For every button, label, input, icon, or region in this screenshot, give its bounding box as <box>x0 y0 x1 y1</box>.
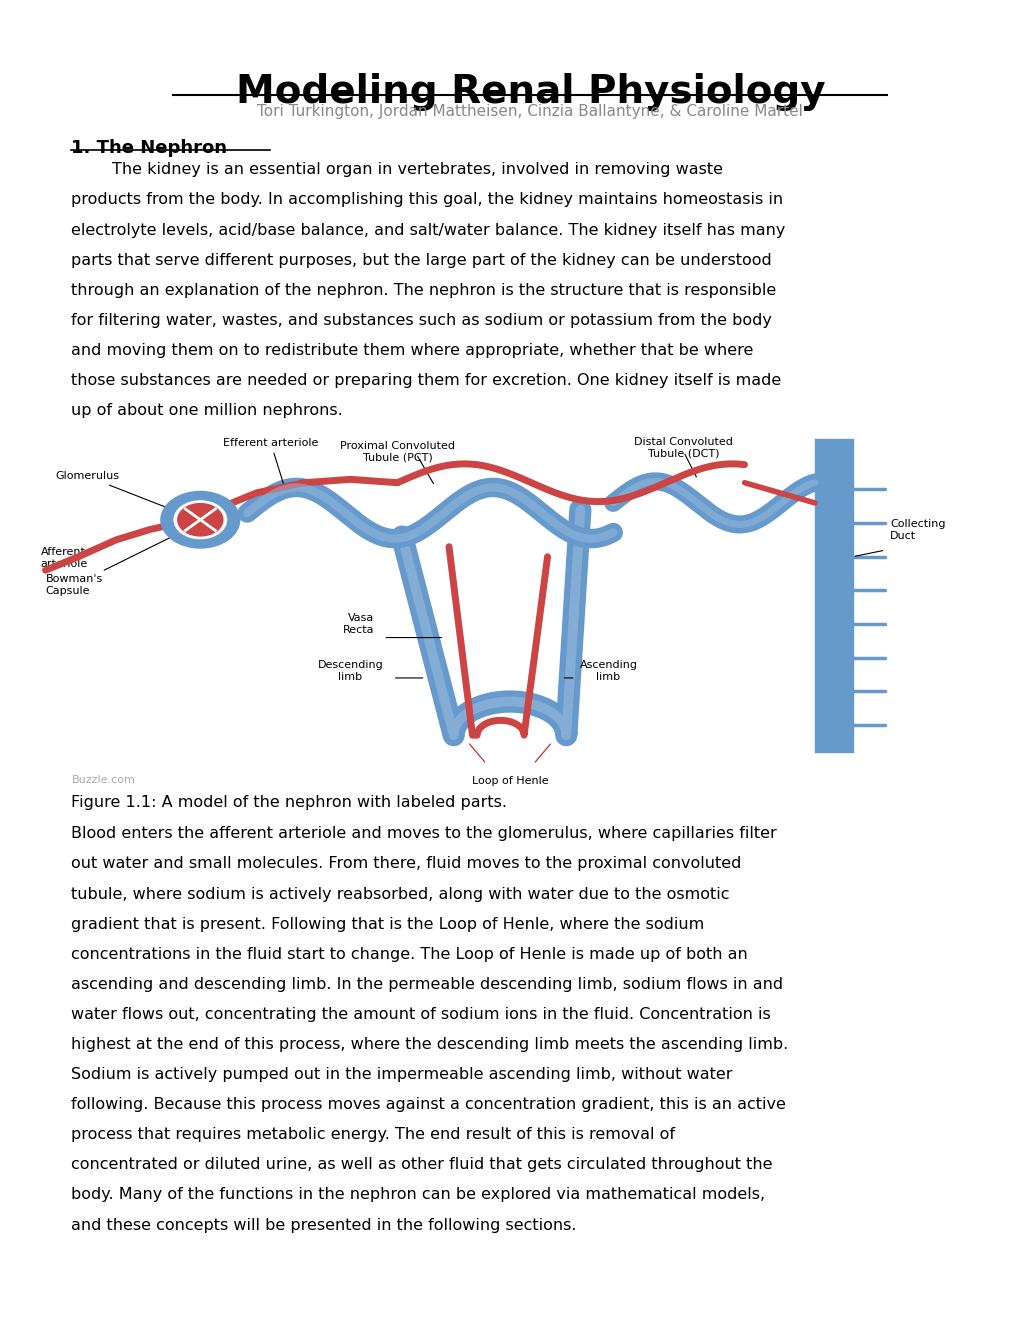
Circle shape <box>161 491 239 548</box>
Text: products from the body. In accomplishing this goal, the kidney maintains homeost: products from the body. In accomplishing… <box>71 193 783 207</box>
Circle shape <box>174 500 226 539</box>
Text: Bowman's
Capsule: Bowman's Capsule <box>46 537 169 595</box>
Text: concentrated or diluted urine, as well as other fluid that gets circulated throu: concentrated or diluted urine, as well a… <box>71 1158 772 1172</box>
Text: body. Many of the functions in the nephron can be explored via mathematical mode: body. Many of the functions in the nephr… <box>71 1188 765 1203</box>
Text: through an explanation of the nephron. The nephron is the structure that is resp: through an explanation of the nephron. T… <box>71 282 775 298</box>
Text: 1. The Nephron: 1. The Nephron <box>71 139 227 157</box>
Text: those substances are needed or preparing them for excretion. One kidney itself i: those substances are needed or preparing… <box>71 374 781 388</box>
Text: Blood enters the afferent arteriole and moves to the glomerulus, where capillari: Blood enters the afferent arteriole and … <box>71 826 776 841</box>
Text: Afferent
arteriole: Afferent arteriole <box>41 544 113 569</box>
Text: gradient that is present. Following that is the Loop of Henle, where the sodium: gradient that is present. Following that… <box>71 916 704 932</box>
Text: process that requires metabolic energy. The end result of this is removal of: process that requires metabolic energy. … <box>71 1127 675 1142</box>
Text: tubule, where sodium is actively reabsorbed, along with water due to the osmotic: tubule, where sodium is actively reabsor… <box>71 887 730 902</box>
Text: Buzzle.com: Buzzle.com <box>71 775 136 785</box>
Text: Vasa
Recta: Vasa Recta <box>342 614 374 635</box>
Text: up of about one million nephrons.: up of about one million nephrons. <box>71 403 342 418</box>
Text: Ascending
limb: Ascending limb <box>579 660 637 682</box>
Text: Tori Turkington, Jordan Mattheisen, Cinzia Ballantyne, & Caroline Martel: Tori Turkington, Jordan Mattheisen, Cinz… <box>257 104 803 119</box>
Text: concentrations in the fluid start to change. The Loop of Henle is made up of bot: concentrations in the fluid start to cha… <box>71 946 747 962</box>
Text: for filtering water, wastes, and substances such as sodium or potassium from the: for filtering water, wastes, and substan… <box>71 313 771 327</box>
Text: and these concepts will be presented in the following sections.: and these concepts will be presented in … <box>71 1217 577 1233</box>
Text: parts that serve different purposes, but the large part of the kidney can be und: parts that serve different purposes, but… <box>71 252 771 268</box>
Text: ascending and descending limb. In the permeable descending limb, sodium flows in: ascending and descending limb. In the pe… <box>71 977 783 991</box>
Text: electrolyte levels, acid/base balance, and salt/water balance. The kidney itself: electrolyte levels, acid/base balance, a… <box>71 223 785 238</box>
Text: The kidney is an essential organ in vertebrates, involved in removing waste: The kidney is an essential organ in vert… <box>71 162 722 177</box>
Text: Loop of Henle: Loop of Henle <box>471 776 548 785</box>
Text: following. Because this process moves against a concentration gradient, this is : following. Because this process moves ag… <box>71 1097 786 1113</box>
Text: and moving them on to redistribute them where appropriate, whether that be where: and moving them on to redistribute them … <box>71 343 753 358</box>
Text: Sodium is actively pumped out in the impermeable ascending limb, without water: Sodium is actively pumped out in the imp… <box>71 1067 733 1082</box>
Text: Efferent arteriole: Efferent arteriole <box>223 438 318 486</box>
Text: Proximal Convoluted
Tubule (PCT): Proximal Convoluted Tubule (PCT) <box>339 441 454 462</box>
Text: highest at the end of this process, where the descending limb meets the ascendin: highest at the end of this process, wher… <box>71 1038 788 1052</box>
Text: water flows out, concentrating the amount of sodium ions in the fluid. Concentra: water flows out, concentrating the amoun… <box>71 1007 770 1022</box>
Text: Figure 1.1: A model of the nephron with labeled parts.: Figure 1.1: A model of the nephron with … <box>71 795 506 809</box>
Circle shape <box>177 504 222 536</box>
Text: Distal Convoluted
Tubule (DCT): Distal Convoluted Tubule (DCT) <box>634 437 733 458</box>
Text: out water and small molecules. From there, fluid moves to the proximal convolute: out water and small molecules. From ther… <box>71 857 741 871</box>
Text: Collecting
Duct: Collecting Duct <box>890 519 945 541</box>
Text: Glomerulus: Glomerulus <box>55 471 169 508</box>
Text: Modeling Renal Physiology: Modeling Renal Physiology <box>235 73 824 111</box>
Text: Descending
limb: Descending limb <box>317 660 383 682</box>
